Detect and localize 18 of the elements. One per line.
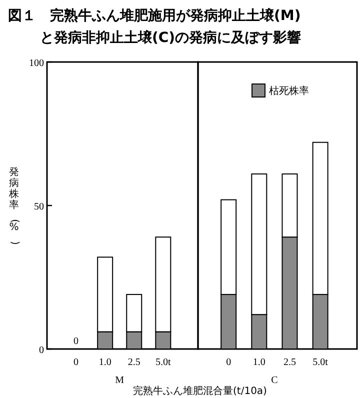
x-tick-label: 1.0 <box>98 357 112 368</box>
ylabel: 発病株率(%) <box>9 167 20 245</box>
x-tick-label: 1.0 <box>252 357 266 368</box>
title: 図１ 完熟牛ふん堆肥施用が発病抑止土壌(M)と発病非抑止土壌(C)の発病に及ぼす影響 <box>8 8 302 46</box>
x-tick-label: 0 <box>226 357 232 368</box>
text: 完熟牛ふん堆肥混合量(t/10a) <box>133 385 268 397</box>
x-tick-label: 2.5 <box>283 357 296 368</box>
y-tick-label: 0 <box>39 345 44 356</box>
data-label: 0 <box>74 336 79 347</box>
legend-label: 枯死株率 <box>269 85 309 97</box>
x-axis-title: M <box>115 375 124 386</box>
x-tick-label: 0 <box>74 357 79 368</box>
x-tick-label: 5.0t <box>312 357 328 368</box>
x-axis-title: C <box>271 375 278 386</box>
x-tick-label: 5.0t <box>156 357 172 368</box>
y-tick-label: 50 <box>34 202 44 212</box>
x-tick-label: 2.5 <box>128 357 140 368</box>
y-tick-label: 100 <box>29 58 44 69</box>
